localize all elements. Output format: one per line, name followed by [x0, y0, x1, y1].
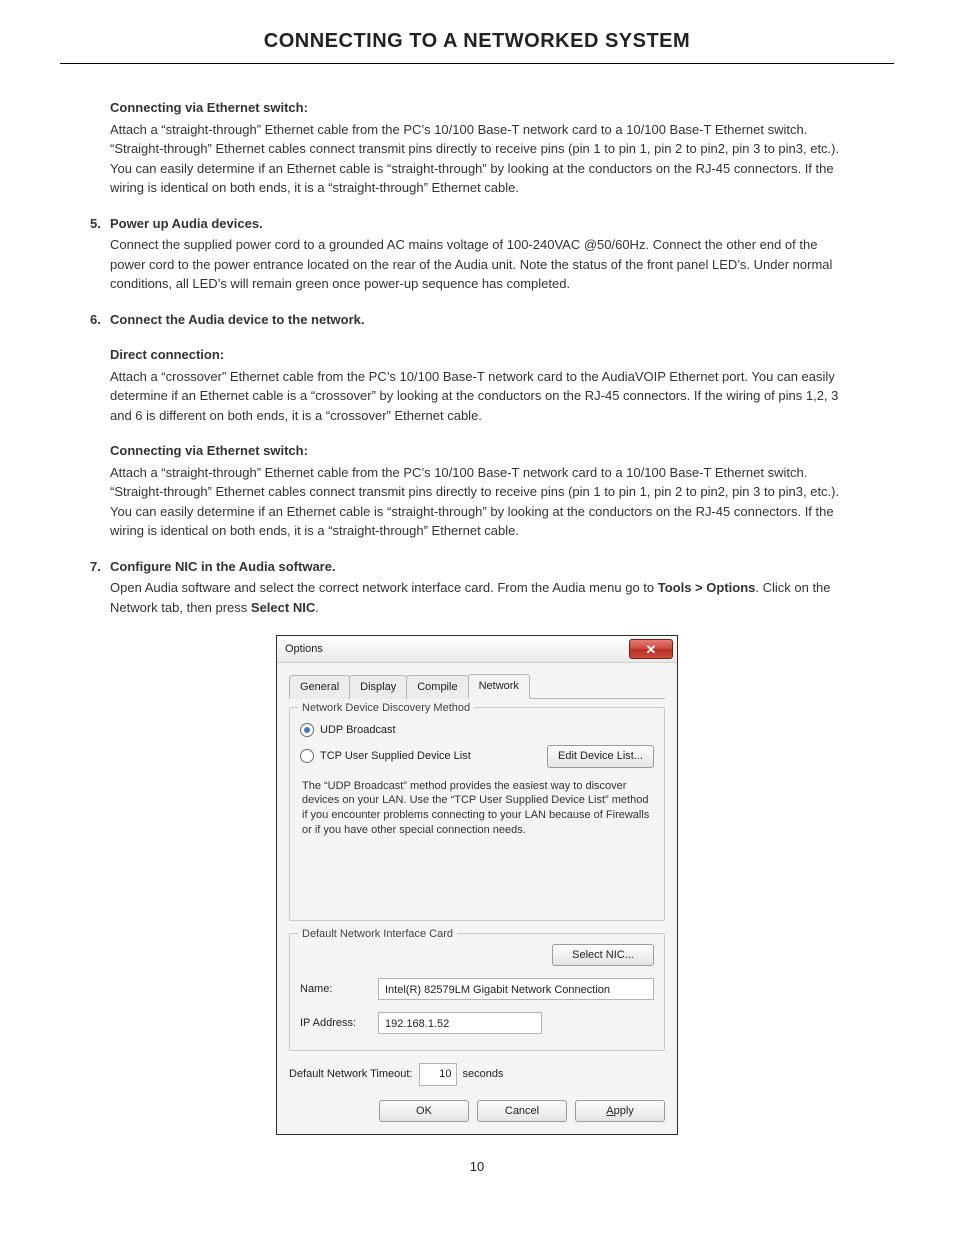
radio-udp-label: UDP Broadcast	[320, 722, 396, 739]
page-title: CONNECTING TO A NETWORKED SYSTEM	[60, 30, 894, 53]
heading-eth-switch-1: Connecting via Ethernet switch:	[110, 98, 844, 118]
tab-general[interactable]: General	[289, 675, 350, 699]
heading-step5: 5.Power up Audia devices.	[90, 214, 844, 234]
select-nic-button[interactable]: Select NIC...	[552, 944, 654, 967]
ok-button[interactable]: OK	[379, 1100, 469, 1123]
cancel-button[interactable]: Cancel	[477, 1100, 567, 1123]
radio-tcp[interactable]	[300, 749, 314, 763]
group-discovery: Network Device Discovery Method UDP Broa…	[289, 707, 665, 921]
step7-title: Configure NIC in the Audia software.	[110, 559, 336, 574]
tab-compile[interactable]: Compile	[406, 675, 468, 699]
options-dialog: Options ✕ General Display Compile Networ…	[276, 635, 678, 1135]
heading-step7: 7.Configure NIC in the Audia software.	[90, 557, 844, 577]
group-nic: Default Network Interface Card Select NI…	[289, 933, 665, 1052]
step6-number: 6.	[90, 310, 110, 330]
apply-button[interactable]: Apply	[575, 1100, 665, 1123]
nic-name-label: Name:	[300, 981, 378, 998]
step7-number: 7.	[90, 557, 110, 577]
para-step5: Connect the supplied power cord to a gro…	[110, 235, 844, 294]
timeout-field[interactable]: 10	[419, 1063, 457, 1086]
para-eth-switch-2: Attach a “straight-through” Ethernet cab…	[110, 463, 844, 541]
step6-title: Connect the Audia device to the network.	[110, 312, 365, 327]
dialog-title: Options	[285, 641, 323, 658]
step5-title: Power up Audia devices.	[110, 216, 263, 231]
tab-strip: General Display Compile Network	[289, 673, 665, 699]
heading-step6: 6.Connect the Audia device to the networ…	[90, 310, 844, 330]
group-nic-legend: Default Network Interface Card	[298, 926, 457, 943]
page-number: 10	[60, 1159, 894, 1174]
title-rule	[60, 63, 894, 64]
timeout-label: Default Network Timeout:	[289, 1066, 413, 1083]
dialog-titlebar: Options ✕	[277, 636, 677, 663]
para-direct: Attach a “crossover” Ethernet cable from…	[110, 367, 844, 426]
edit-device-list-button[interactable]: Edit Device List...	[547, 745, 654, 768]
nic-ip-field: 192.168.1.52	[378, 1012, 542, 1034]
step7-bold-selectnic: Select NIC	[251, 600, 315, 615]
radio-udp[interactable]	[300, 723, 314, 737]
tab-network[interactable]: Network	[468, 674, 530, 699]
discovery-help-text: The “UDP Broadcast” method provides the …	[302, 779, 652, 838]
step7-bold-tools: Tools > Options	[658, 580, 756, 595]
step7-text-post: .	[315, 600, 319, 615]
close-icon: ✕	[646, 643, 657, 656]
close-button[interactable]: ✕	[629, 639, 673, 659]
step7-text-pre: Open Audia software and select the corre…	[110, 580, 658, 595]
timeout-unit: seconds	[463, 1066, 504, 1083]
heading-eth-switch-2: Connecting via Ethernet switch:	[110, 441, 844, 461]
nic-ip-label: IP Address:	[300, 1015, 378, 1032]
nic-name-field: Intel(R) 82579LM Gigabit Network Connect…	[378, 978, 654, 1000]
para-eth-switch-1: Attach a “straight-through” Ethernet cab…	[110, 120, 844, 198]
radio-tcp-label: TCP User Supplied Device List	[320, 748, 471, 765]
para-step7: Open Audia software and select the corre…	[110, 578, 844, 617]
tab-display[interactable]: Display	[349, 675, 407, 699]
heading-direct: Direct connection:	[110, 345, 844, 365]
group-discovery-legend: Network Device Discovery Method	[298, 700, 474, 717]
document-body: Connecting via Ethernet switch: Attach a…	[60, 98, 894, 1135]
step5-number: 5.	[90, 214, 110, 234]
